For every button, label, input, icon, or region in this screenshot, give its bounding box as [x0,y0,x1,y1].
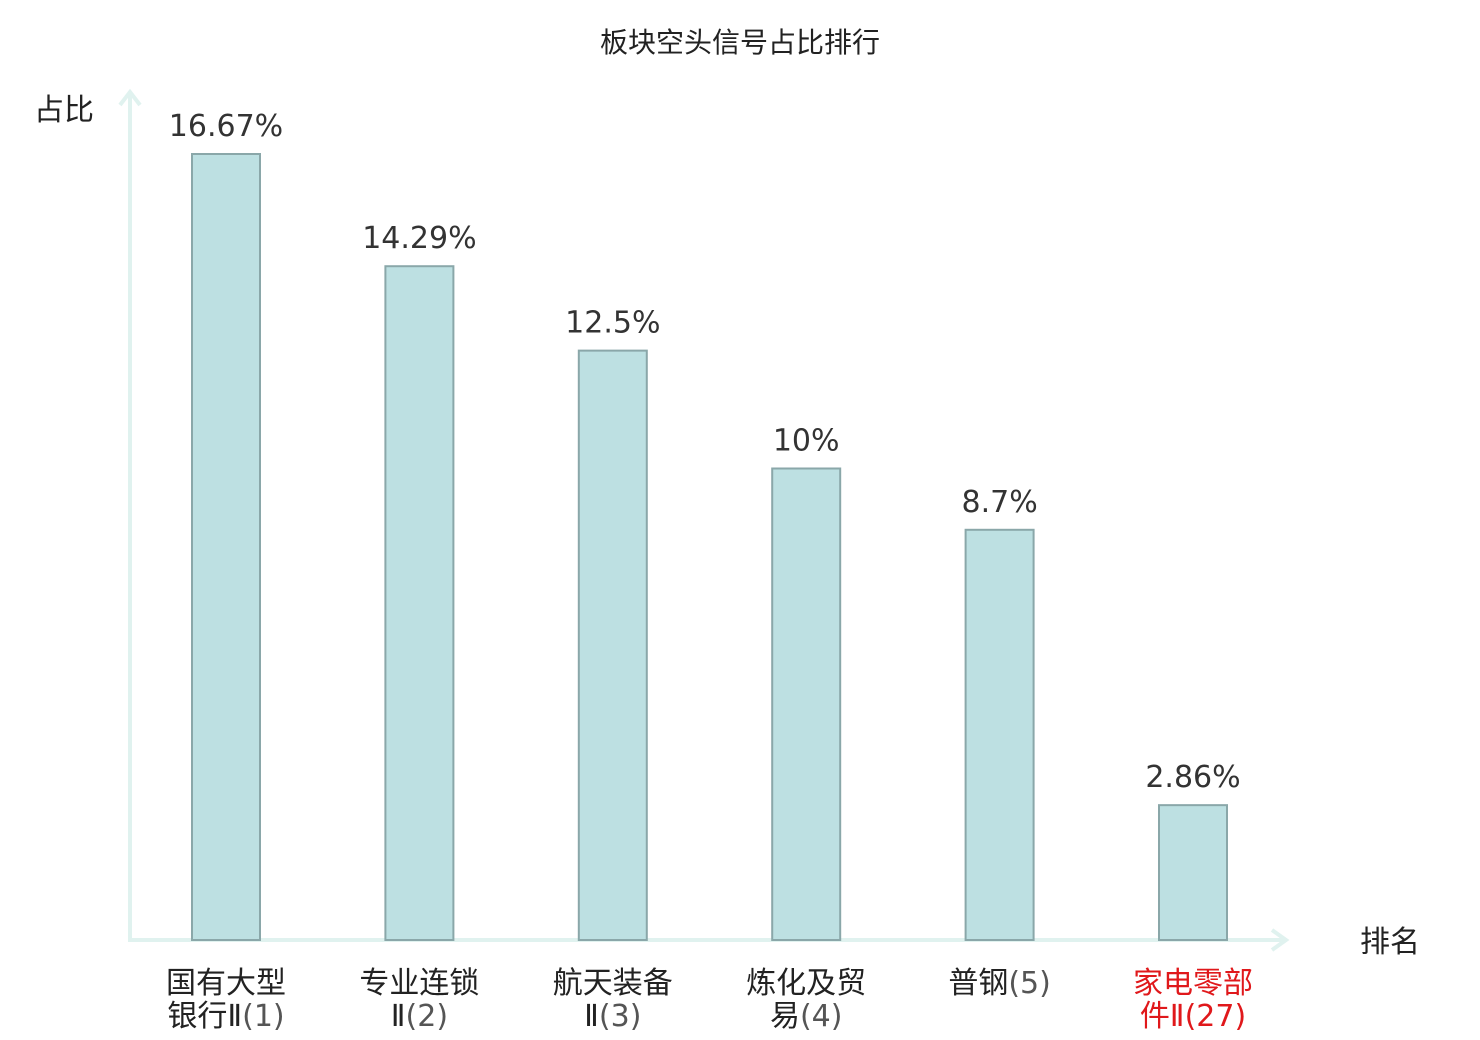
x-tick-label: Ⅱ(2) [391,999,448,1034]
bar [384,265,455,941]
x-tick-label: 国有大型 [166,966,286,1001]
x-tick-label: 银行Ⅱ(1) [167,999,284,1034]
bar-value-label: 8.7% [961,485,1037,520]
x-tick-label: 专业连锁 [359,966,479,1001]
x-tick-label: 易(4) [770,999,843,1034]
x-tick-rank: (5) [1008,966,1051,1001]
x-tick-rank: (3) [599,999,642,1034]
chart-title: 板块空头信号占比排行 [600,26,880,59]
x-tick-rank: (1) [242,999,285,1034]
bar [964,528,1035,941]
y-axis-label: 占比 [34,93,94,128]
bar-value-label: 10% [773,423,840,458]
x-tick-rank: (27) [1185,999,1247,1034]
bar-value-label: 12.5% [565,306,660,341]
bar-value-label: 16.67% [169,109,283,144]
x-axis-label: 排名 [1360,925,1420,960]
x-axis-arrow [1270,928,1290,952]
x-tick-label: 普钢(5) [948,966,1051,1001]
bar-value-label: 2.86% [1145,760,1240,795]
bar-value-label: 14.29% [362,221,476,256]
bar [1158,804,1228,941]
bar [771,467,842,941]
x-tick-label: Ⅱ(3) [584,999,641,1034]
bar [191,153,261,941]
x-tick-rank: (4) [800,999,843,1034]
bar [577,349,648,942]
x-tick-label: 件Ⅱ(27) [1140,999,1246,1034]
y-axis-arrow [118,88,142,107]
x-tick-label: 炼化及贸 [746,966,866,1001]
x-tick-label: 家电零部 [1133,966,1253,1001]
x-tick-label: 航天装备 [553,966,673,1001]
x-tick-rank: (2) [406,999,449,1034]
